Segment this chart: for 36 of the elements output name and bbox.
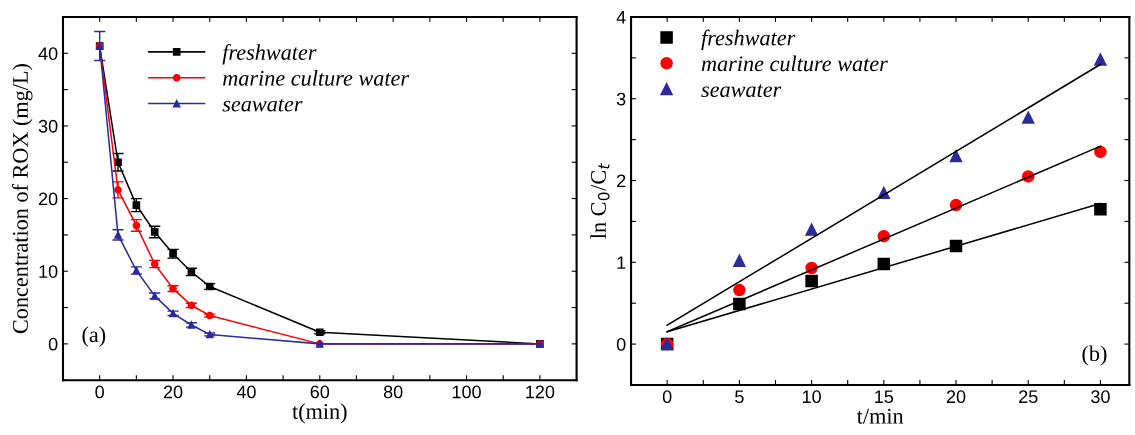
y-tick-label: 3 [616,92,626,106]
legend-label: seawater [222,98,303,112]
legend-label: freshwater [222,44,317,65]
x-tick-label: 0 [95,385,104,399]
x-tick-label: 30 [1091,390,1110,404]
y-tick-label: 30 [38,119,58,133]
legend-label: marine culture water [701,55,888,72]
x-tick-label: 15 [875,390,894,404]
x-axis-title: t/min [856,408,904,424]
legend-label: freshwater [701,29,796,50]
legend-label: marine culture water [223,70,410,86]
y-tick-label: 0 [616,338,626,351]
x-tick-label: 120 [526,385,555,399]
y-tick-label: 1 [617,256,626,269]
x-tick-label: 80 [383,385,403,399]
x-tick-label: 25 [1019,390,1038,404]
x-tick-label: 40 [236,385,256,399]
y-tick-label: 20 [38,192,58,206]
x-tick-label: 0 [662,390,672,404]
y-axis-title: Concentration of ROX (mg/L) [12,64,33,334]
x-tick-label: 20 [946,390,966,404]
y-axis-title: ln C$_{0}$/C$_{t}$ [590,163,610,239]
y-tick-label: 0 [48,337,58,351]
x-tick-label: 100 [452,385,481,399]
x-axis-title: t(min) [292,403,347,424]
legend-label: seawater [701,84,782,98]
y-tick-label: 10 [39,265,58,278]
annotation: (b) [1082,345,1107,366]
x-tick-label: 5 [735,390,744,404]
y-tick-label: 40 [38,47,58,61]
x-tick-label: 10 [802,390,821,404]
y-tick-label: 2 [617,174,626,188]
x-tick-label: 60 [310,385,330,399]
x-tick-label: 20 [163,385,183,399]
annotation: (a) [82,326,106,347]
y-tick-label: 4 [616,11,626,24]
